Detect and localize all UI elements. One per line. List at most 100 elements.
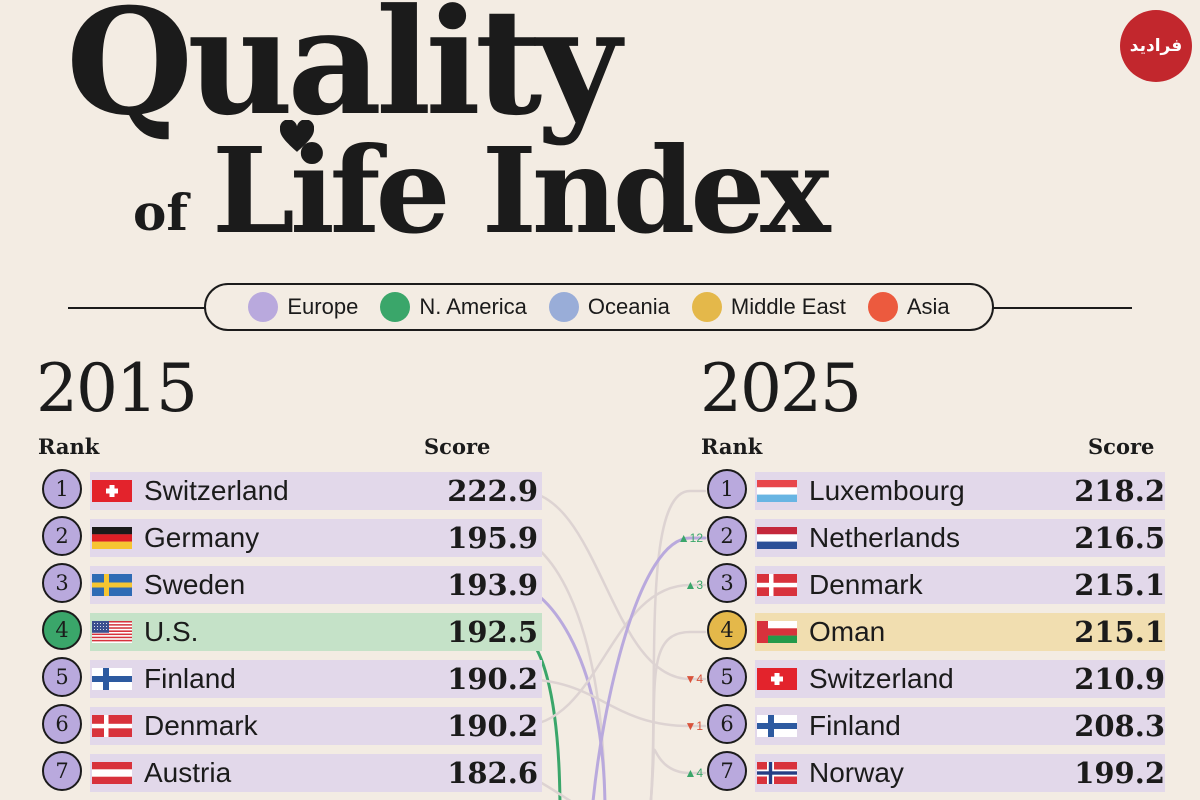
country-name: Netherlands <box>809 522 960 553</box>
legend-item-oceania: Oceania <box>548 292 670 322</box>
austria-flag <box>92 762 132 784</box>
country-name: Denmark <box>144 710 258 741</box>
score-value: 215.1 <box>1074 615 1165 649</box>
row-2015-u-s: 4 U.S. 192.5 <box>42 610 542 651</box>
rank-circle: 6 <box>42 704 82 744</box>
row-2015-finland: 5 Finland 190.2 <box>42 657 542 698</box>
country-name: Finland <box>809 710 901 741</box>
norway-flag <box>757 762 797 784</box>
legend-item-middle-east: Middle East <box>691 292 846 322</box>
score-value: 192.5 <box>447 615 538 649</box>
row-bar <box>755 707 1165 745</box>
country-name: Germany <box>144 522 260 553</box>
rank-change-label: ▼4 <box>684 672 703 686</box>
legend-label: Oceania <box>587 294 670 319</box>
row-2015-sweden: 3 Sweden 193.9 <box>42 563 542 604</box>
oman-flag <box>757 621 797 643</box>
rank-header-2025: Rank <box>701 434 763 459</box>
row-bar <box>755 754 1165 792</box>
rank-circle: 2 <box>42 516 82 556</box>
legend-swatch <box>691 292 722 322</box>
country-name: U.S. <box>144 616 199 647</box>
rank-change-label: ▲12 <box>677 531 703 545</box>
sweden-flag <box>92 574 132 596</box>
legend-swatch <box>867 292 898 322</box>
legend: Europe N. America Oceania Middle East Asia <box>204 283 994 331</box>
row-2025-oman: 4 Oman 215.1 <box>707 610 1165 651</box>
row-bar <box>90 519 542 557</box>
score-value: 218.2 <box>1074 474 1165 508</box>
row-bar <box>755 566 1165 604</box>
legend-swatch <box>248 292 279 322</box>
row-bar <box>755 472 1165 510</box>
score-value: 199.2 <box>1074 756 1165 790</box>
netherlands-flag <box>757 527 797 549</box>
rank-circle: 4 <box>42 610 82 650</box>
row-2025-finland: 6 Finland 208.3 <box>707 704 1165 745</box>
legend-label: Middle East <box>730 294 846 319</box>
row-bar <box>90 707 542 745</box>
score-value: 193.9 <box>447 568 538 602</box>
row-2015-germany: 2 Germany 195.9 <box>42 516 542 557</box>
rank-circle: 1 <box>42 469 82 509</box>
rank-circle: 3 <box>707 563 747 603</box>
legend-label: N. America <box>419 294 527 319</box>
country-name: Finland <box>144 663 236 694</box>
germany-flag <box>92 527 132 549</box>
legend-item-europe: Europe <box>248 292 358 322</box>
score-value: 208.3 <box>1074 709 1165 743</box>
rank-circle: 3 <box>42 563 82 603</box>
rank-change-label: ▲4 <box>684 766 703 780</box>
legend-item-asia: Asia <box>867 292 950 322</box>
connector-line-norway <box>649 748 707 800</box>
denmark-flag <box>92 715 132 737</box>
rank-change-label: ▲3 <box>684 578 703 592</box>
country-name: Denmark <box>809 569 923 600</box>
country-name: Norway <box>809 757 904 788</box>
us-flag <box>92 621 132 643</box>
title-life-index: Life Index <box>212 121 831 260</box>
row-bar <box>90 660 542 698</box>
rank-circle: 2 <box>707 516 747 556</box>
score-header-2015: Score <box>424 434 491 459</box>
score-value: 182.6 <box>447 756 538 790</box>
score-value: 195.9 <box>447 521 538 555</box>
legend-item-n-america: N. America <box>380 292 527 322</box>
country-name: Switzerland <box>809 663 954 694</box>
score-header-2025: Score <box>1088 434 1155 459</box>
row-bar <box>90 472 542 510</box>
connector-line-denmark <box>498 583 707 728</box>
switzerland-flag <box>92 480 132 502</box>
row-2015-austria: 7 Austria 182.6 <box>42 751 542 792</box>
row-2025-denmark: 3 Denmark 215.1 <box>707 563 1165 604</box>
rank-circle: 1 <box>707 469 747 509</box>
row-bar <box>90 566 542 604</box>
row-bar <box>755 519 1165 557</box>
rank-header-2015: Rank <box>38 434 100 459</box>
rank-circle: 7 <box>42 751 82 791</box>
row-bar <box>755 613 1165 651</box>
country-name: Austria <box>144 757 232 788</box>
country-name: Luxembourg <box>809 475 965 506</box>
score-value: 190.2 <box>447 709 538 743</box>
score-value: 190.2 <box>447 662 538 696</box>
country-name: Sweden <box>144 569 246 600</box>
rank-circle: 7 <box>707 751 747 791</box>
title-of: of <box>133 183 188 242</box>
row-2015-switzerland: 1 Switzerland 222.9 <box>42 469 542 510</box>
country-name: Oman <box>809 616 886 647</box>
row-bar <box>90 754 542 792</box>
country-name: Switzerland <box>144 475 289 506</box>
heart-icon <box>280 120 314 152</box>
row-2025-switzerland: 5 Switzerland 210.9 <box>707 657 1165 698</box>
rank-circle: 4 <box>707 610 747 650</box>
year-2015: 2015 <box>36 350 198 427</box>
row-2025-netherlands: 2 Netherlands 216.5 <box>707 516 1165 557</box>
score-value: 210.9 <box>1074 662 1165 696</box>
title-quality: Quality <box>66 0 621 148</box>
rank-circle: 5 <box>42 657 82 697</box>
legend-swatch <box>380 292 411 322</box>
legend-swatch <box>548 292 579 322</box>
switzerland-flag <box>757 668 797 690</box>
score-value: 215.1 <box>1074 568 1165 602</box>
